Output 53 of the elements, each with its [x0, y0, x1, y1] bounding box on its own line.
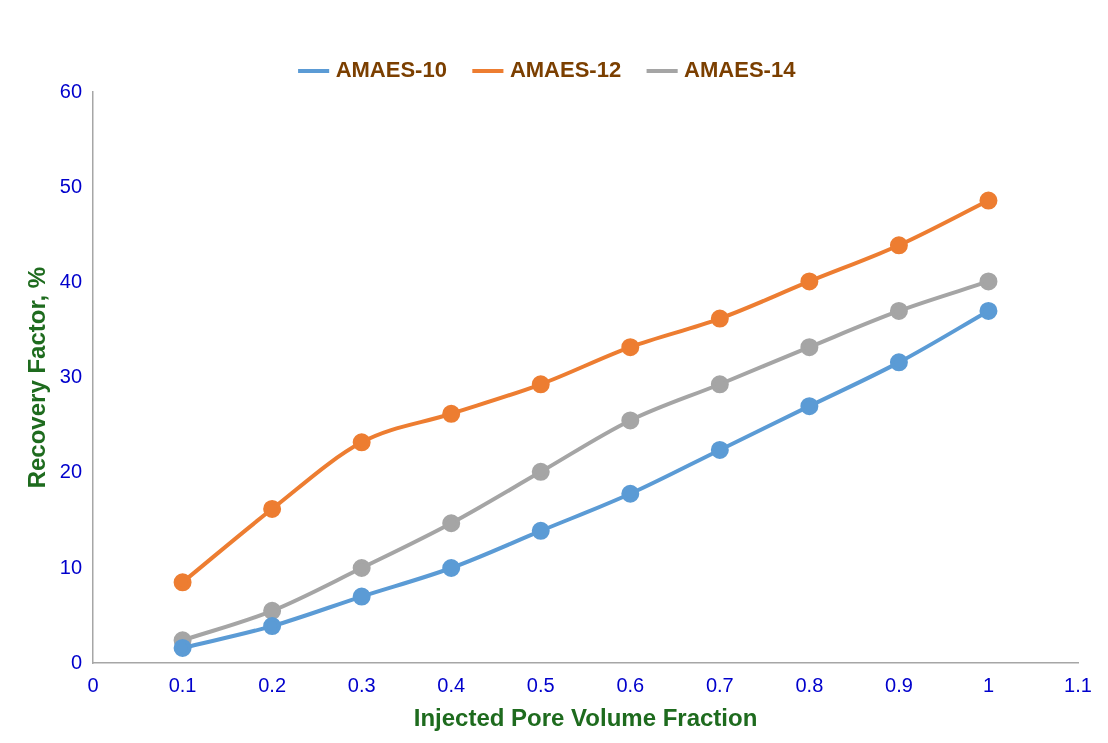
legend-label: AMAES-14	[684, 57, 797, 83]
y-tick-label: 60	[59, 79, 83, 102]
y-tick-label: 10	[59, 555, 83, 578]
y-tick-label: 40	[59, 269, 83, 292]
y-tick-label: 20	[59, 460, 83, 483]
point	[442, 514, 461, 533]
point	[889, 236, 908, 255]
x-tick-label: 0.4	[437, 673, 466, 696]
x-tick-label: 0.2	[258, 673, 287, 696]
point	[263, 601, 282, 620]
y-axis-title: Recovery Factor, %	[23, 266, 51, 489]
point	[889, 301, 908, 320]
point	[710, 375, 729, 394]
point	[173, 573, 192, 592]
point	[263, 499, 282, 518]
x-tick-label: 0.6	[616, 673, 645, 696]
point	[621, 338, 640, 357]
point	[531, 521, 550, 540]
point	[442, 404, 461, 423]
y-tick-label: 50	[59, 174, 83, 197]
point	[621, 411, 640, 430]
point	[710, 440, 729, 459]
legend-label: AMAES-12	[509, 57, 622, 83]
point	[979, 301, 998, 320]
x-tick-label: 0.8	[795, 673, 824, 696]
x-tick-label: 0.7	[705, 673, 734, 696]
point	[979, 191, 998, 210]
point	[352, 587, 371, 606]
point	[800, 338, 819, 357]
y-tick-label: 0	[70, 650, 83, 673]
x-tick-label: 0.1	[168, 673, 197, 696]
point	[352, 559, 371, 577]
point	[531, 375, 550, 394]
point	[263, 617, 282, 636]
y-tick-label: 30	[59, 365, 83, 388]
point	[800, 272, 819, 291]
x-tick-label: 0	[87, 673, 99, 696]
x-tick-label: 0.5	[526, 673, 555, 696]
x-tick-label: 0.3	[347, 673, 376, 696]
point	[173, 638, 192, 657]
legend-label: AMAES-10	[335, 57, 447, 83]
point	[531, 462, 550, 481]
x-tick-label: 0.9	[885, 673, 913, 696]
point	[621, 484, 640, 503]
x-tick-label: 1.1	[1064, 673, 1092, 696]
point	[710, 309, 729, 328]
point	[889, 353, 908, 372]
point	[979, 272, 998, 291]
point	[800, 397, 819, 416]
point	[442, 559, 461, 577]
point	[352, 433, 371, 452]
x-axis-title: Injected Pore Volume Fraction	[413, 704, 758, 732]
x-tick-label: 1	[982, 673, 995, 696]
